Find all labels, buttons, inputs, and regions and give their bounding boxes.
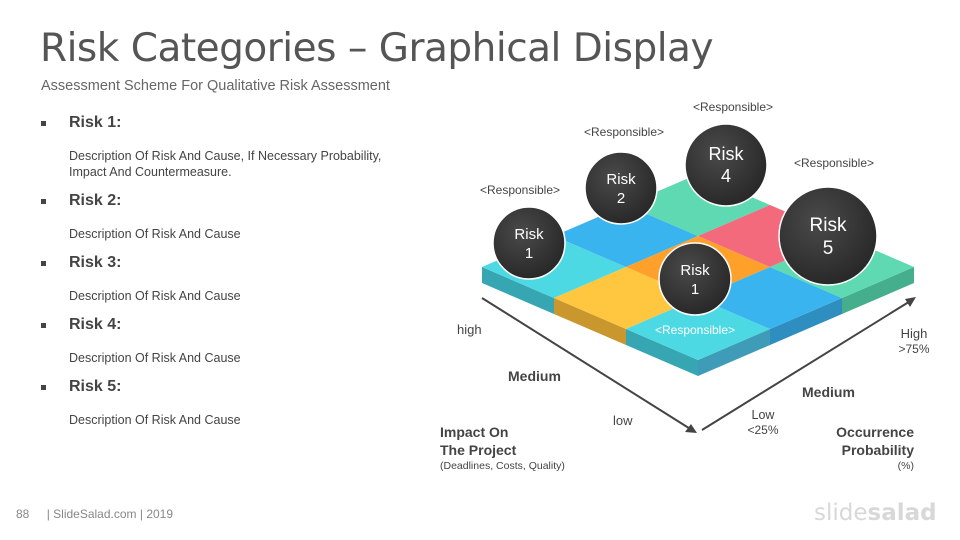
arrow-head-icon (685, 424, 697, 433)
responsible-label: <Responsible> (794, 156, 874, 170)
brand-part-a: slide (814, 500, 868, 526)
risk-label: Risk 3: (69, 254, 122, 271)
risk-item: Risk 2: Description Of Risk And Cause (40, 191, 420, 253)
bubble-number: 1 (525, 245, 533, 262)
probability-axis-note: (%) (898, 460, 914, 472)
bubble-label: Risk (810, 215, 847, 236)
responsible-label: <Responsible> (480, 183, 560, 197)
risk-label: Risk 1: (69, 114, 122, 131)
impact-axis-line (481, 297, 693, 431)
bullet-icon (41, 199, 46, 204)
impact-low-label: low (613, 413, 633, 428)
bubble-number: 4 (721, 166, 731, 186)
bubble-label: Risk (606, 171, 636, 188)
bubble-circle (684, 123, 768, 207)
impact-axis-note: (Deadlines, Costs, Quality) (440, 460, 565, 472)
bullet-icon (41, 261, 46, 266)
risk-list: Risk 1: Description Of Risk And Cause, I… (40, 113, 420, 439)
bubble-risk-1-left: Risk 1 <Responsible> (480, 183, 566, 280)
responsible-label: <Responsible> (584, 125, 664, 139)
risk-description: Description Of Risk And Cause (69, 289, 241, 303)
probability-axis-labels: High >75% Medium Low <25% Occurrence Pro… (747, 326, 929, 472)
risk-item: Risk 4: Description Of Risk And Cause (40, 315, 420, 377)
bubble-number: 5 (823, 238, 834, 259)
tile-side (698, 329, 770, 376)
probability-axis-title: Occurrence (836, 424, 914, 440)
tile-side (626, 329, 698, 376)
impact-medium-label: Medium (508, 368, 561, 384)
footer-credit: | SlideSalad.com | 2019 (46, 507, 174, 521)
probability-low-pct: <25% (747, 423, 778, 437)
bullet-icon (41, 121, 46, 126)
impact-axis-title-2: The Project (440, 442, 517, 458)
probability-axis (701, 297, 916, 431)
probability-high-label: High (901, 326, 928, 341)
impact-axis-labels: high Medium low Impact On The Project (D… (440, 322, 633, 472)
impact-axis (481, 297, 697, 433)
tile-side (770, 298, 842, 345)
probability-low-label: Low (752, 408, 776, 422)
bubble-number: 2 (617, 190, 625, 207)
risk-description: Description Of Risk And Cause, If Necess… (69, 149, 382, 179)
bubble-circle (658, 242, 732, 316)
probability-axis-title-2: Probability (842, 442, 915, 458)
risk-matrix-diagram: Risk 1 <Responsible> Risk 2 <Responsible… (440, 100, 930, 472)
risk-label: Risk 2: (69, 192, 122, 209)
bubble-risk-1-center: Risk 1 <Responsible> (655, 242, 735, 337)
bubble-circle (778, 186, 878, 286)
bubble-number: 1 (691, 281, 699, 298)
bullet-icon (41, 323, 46, 328)
bubble-label: Risk (514, 226, 544, 243)
bubble-risk-4: Risk 4 <Responsible> (684, 100, 773, 207)
probability-medium-label: Medium (802, 384, 855, 400)
risk-description: Description Of Risk And Cause (69, 413, 241, 427)
tile-side (482, 267, 554, 314)
risk-description: Description Of Risk And Cause (69, 227, 241, 241)
bubble-circle (584, 151, 658, 225)
risk-label: Risk 5: (69, 378, 122, 395)
arrow-head-icon (905, 297, 916, 307)
probability-high-pct: >75% (898, 342, 929, 356)
bubble-risk-2: Risk 2 <Responsible> (584, 125, 664, 225)
risk-item: Risk 1: Description Of Risk And Cause, I… (40, 113, 420, 191)
risk-label: Risk 4: (69, 316, 122, 333)
risk-item: Risk 3: Description Of Risk And Cause (40, 253, 420, 315)
responsible-label: <Responsible> (655, 323, 735, 337)
bubble-risk-5: Risk 5 <Responsible> (778, 156, 878, 286)
slide-subtitle: Assessment Scheme For Qualitative Risk A… (41, 78, 390, 94)
probability-axis-line (701, 299, 913, 431)
responsible-label: <Responsible> (693, 100, 773, 114)
bubble-label: Risk (709, 144, 745, 164)
bubble-label: Risk (680, 262, 710, 279)
matrix-side-faces (482, 267, 914, 376)
impact-high-label: high (457, 322, 482, 337)
risk-description: Description Of Risk And Cause (69, 351, 241, 365)
page-number: 88 (16, 507, 30, 521)
slide-title: Risk Categories – Graphical Display (40, 26, 714, 71)
bubble-circle (492, 206, 566, 280)
brand-part-b: salad (867, 500, 937, 526)
bullet-icon (41, 385, 46, 390)
risk-item: Risk 5: Description Of Risk And Cause (40, 377, 420, 439)
tile-side (842, 267, 914, 314)
brand-logo: slidesalad (814, 500, 937, 526)
footer: 88 | SlideSalad.com | 2019 (16, 507, 173, 521)
impact-axis-title: Impact On (440, 424, 508, 440)
tile-side (554, 298, 626, 345)
